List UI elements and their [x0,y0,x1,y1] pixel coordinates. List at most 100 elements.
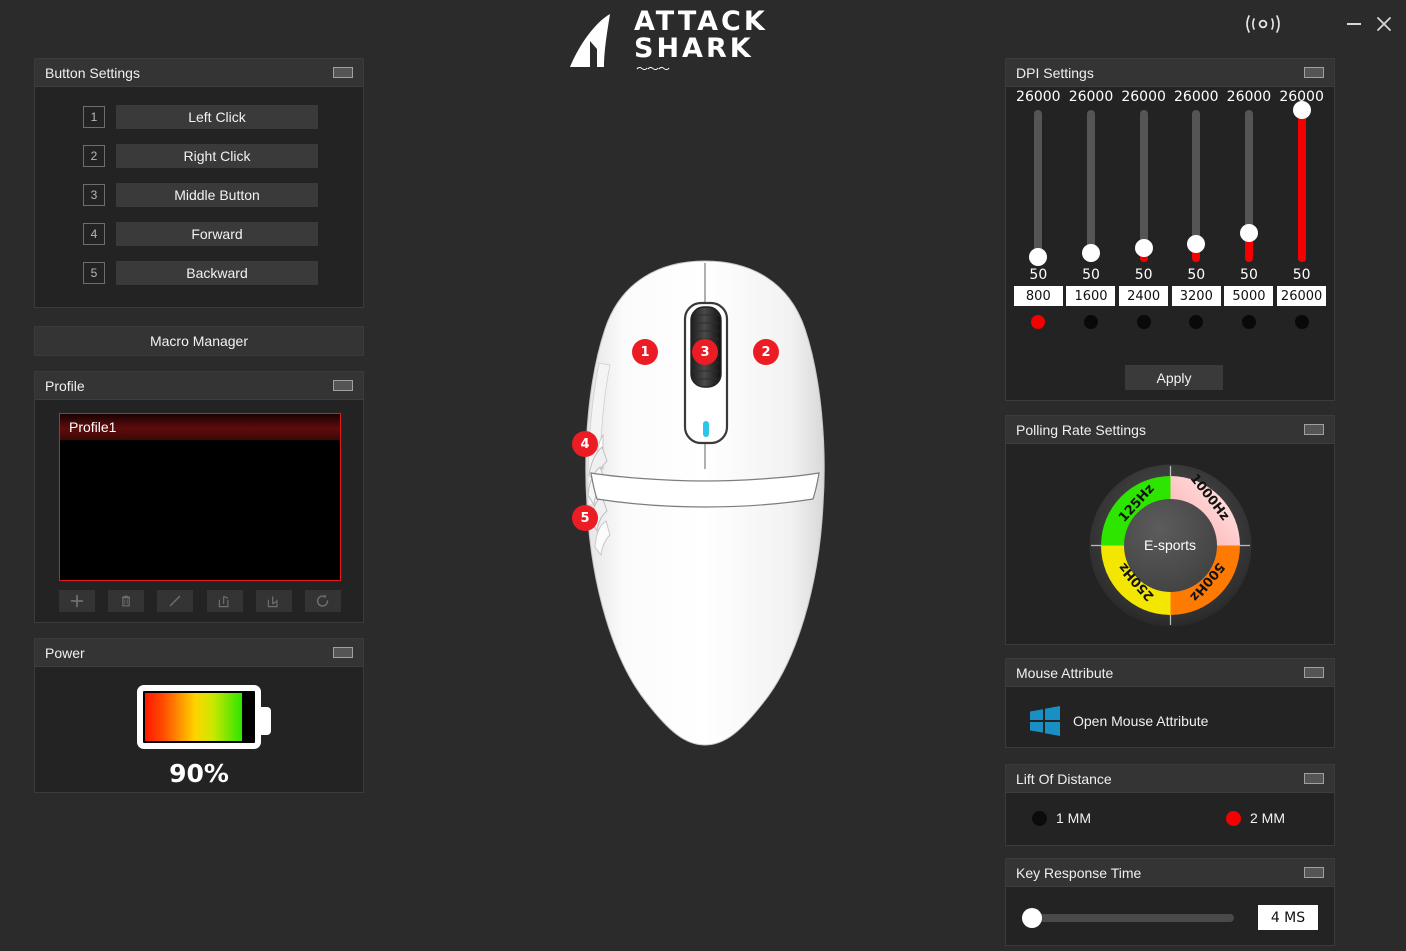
title-bar [0,0,1406,44]
battery-icon [137,685,271,749]
dpi-max-label: 26000 [1226,89,1272,105]
callout-2[interactable]: 2 [753,339,779,365]
dpi-slider[interactable] [1292,101,1311,262]
profile-toolbar [59,590,341,612]
dpi-active-indicator[interactable] [1294,315,1309,329]
polling-center-esports[interactable]: E-sports [1123,498,1217,592]
minimize-icon[interactable] [1304,867,1324,878]
dpi-value-input[interactable]: 2400 [1119,286,1169,306]
callout-5[interactable]: 5 [572,505,598,531]
dpi-slider-knob[interactable] [1081,243,1100,262]
key-response-row: 4 MS [1022,905,1322,930]
dpi-slider-knob[interactable] [1187,234,1206,253]
dpi-slider-knob[interactable] [1239,224,1258,243]
dpi-slider-knob[interactable] [1292,101,1311,119]
panel-dpi-settings: DPI Settings 26000 50 800 26000 [1005,58,1335,401]
button-action-backward[interactable]: Backward [116,261,318,285]
import-profile-icon[interactable] [255,590,292,612]
lod-option-2mm[interactable]: 2 MM [1226,810,1285,826]
minimize-icon[interactable] [1304,67,1324,78]
button-action-forward[interactable]: Forward [116,222,318,246]
dpi-slider[interactable] [1239,110,1258,262]
delete-profile-icon[interactable] [108,590,145,612]
dpi-slider[interactable] [1134,110,1153,262]
dpi-value-input[interactable]: 26000 [1277,286,1327,306]
dpi-value-input[interactable]: 3200 [1171,286,1221,306]
open-mouse-attribute-button[interactable]: Open Mouse Attribute [1028,705,1208,737]
dpi-value-input[interactable]: 1600 [1066,286,1116,306]
dpi-active-indicator[interactable] [1189,315,1204,329]
panel-button-settings: Button Settings 1 Left Click 2 Right Cli… [34,58,364,308]
dpi-value-input[interactable]: 5000 [1224,286,1274,306]
minimize-icon[interactable] [333,67,353,78]
callout-1[interactable]: 1 [632,339,658,365]
radio-indicator [1032,810,1047,826]
dpi-slider-knob[interactable] [1029,248,1048,267]
button-index: 5 [83,262,105,284]
dpi-slider-fill [1192,243,1201,262]
dpi-active-indicator[interactable] [1031,315,1046,329]
minimize-icon[interactable] [1304,773,1324,784]
radio-indicator [1226,810,1241,826]
callout-4[interactable]: 4 [572,431,598,457]
key-response-slider[interactable] [1022,907,1234,928]
panel-title: Button Settings [45,64,140,81]
battery-percent-label: 90% [169,759,229,788]
close-button[interactable] [1373,13,1395,35]
minimize-icon[interactable] [333,380,353,391]
button-action-right-click[interactable]: Right Click [116,144,318,168]
minimize-icon[interactable] [1304,667,1324,678]
key-response-value[interactable]: 4 MS [1258,905,1318,930]
dpi-stage-4: 26000 50 3200 [1171,88,1221,378]
callout-3[interactable]: 3 [692,339,718,365]
dpi-active-indicator[interactable] [1241,315,1256,329]
panel-power: Power 90% [34,638,364,793]
minimize-icon[interactable] [333,647,353,658]
dpi-min-label: 50 [1134,267,1153,283]
dpi-max-label: 26000 [1174,89,1219,105]
rename-profile-icon[interactable] [157,590,194,612]
dpi-stage-columns: 26000 50 800 26000 50 1600 [1006,88,1334,378]
dpi-min-label: 50 [1292,267,1311,283]
windows-logo-icon [1030,706,1060,736]
dpi-active-indicator[interactable] [1083,315,1098,329]
dpi-stage-3: 26000 50 2400 [1119,88,1169,378]
apply-button[interactable]: Apply [1125,365,1223,390]
lod-option-1mm[interactable]: 1 MM [1032,810,1091,826]
dpi-max-label: 26000 [1016,89,1061,105]
button-action-middle-button[interactable]: Middle Button [116,183,318,207]
dpi-slider[interactable] [1029,110,1048,267]
dpi-max-label: 26000 [1279,89,1324,105]
dpi-active-indicator[interactable] [1136,315,1151,329]
panel-header: DPI Settings [1006,59,1334,87]
dpi-slider[interactable] [1187,110,1206,262]
lod-label-2mm: 2 MM [1250,810,1285,826]
dpi-min-label: 50 [1082,267,1100,283]
brand-name: ATTACK SHARK [634,5,768,64]
dpi-slider[interactable] [1081,110,1100,262]
dpi-max-label: 26000 [1121,89,1166,105]
dpi-slider-fill [1244,233,1253,262]
button-row: 2 Right Click [35,144,363,168]
panel-header: Profile [35,372,363,400]
profile-list: Profile1 [59,413,341,581]
dpi-stage-6: 26000 50 26000 [1277,88,1327,378]
reset-profile-icon[interactable] [304,590,341,612]
button-row: 3 Middle Button [35,183,363,207]
button-action-left-click[interactable]: Left Click [116,105,318,129]
list-item[interactable]: Profile1 [60,414,340,440]
key-response-slider-knob[interactable] [1022,907,1043,928]
wireless-signal-icon [1243,12,1283,36]
minimize-icon[interactable] [1304,424,1324,435]
macro-manager-button[interactable]: Macro Manager [34,326,364,356]
panel-header: Button Settings [35,59,363,87]
minimize-button[interactable] [1343,13,1365,35]
button-index: 3 [83,184,105,206]
add-profile-icon[interactable] [59,590,95,612]
dpi-value-input[interactable]: 800 [1013,286,1063,306]
battery-level [145,693,242,741]
dpi-slider-knob[interactable] [1134,239,1153,258]
export-profile-icon[interactable] [206,590,243,612]
panel-title: Polling Rate Settings [1016,421,1146,438]
panel-header: Power [35,639,363,667]
